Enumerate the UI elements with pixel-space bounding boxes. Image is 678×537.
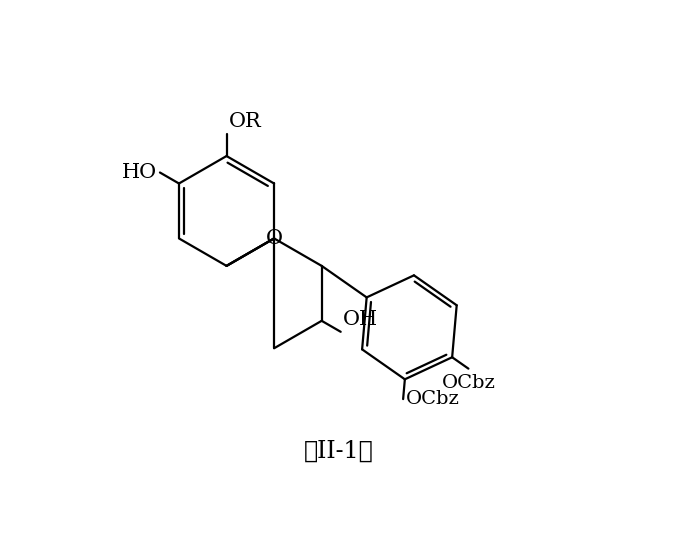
Text: O: O — [266, 229, 283, 248]
Text: OCbz: OCbz — [441, 374, 496, 392]
Text: OH: OH — [343, 310, 378, 329]
Text: （II-1）: （II-1） — [304, 440, 374, 463]
Text: OCbz: OCbz — [405, 390, 460, 408]
Text: HO: HO — [122, 163, 157, 182]
Text: OR: OR — [229, 112, 262, 132]
